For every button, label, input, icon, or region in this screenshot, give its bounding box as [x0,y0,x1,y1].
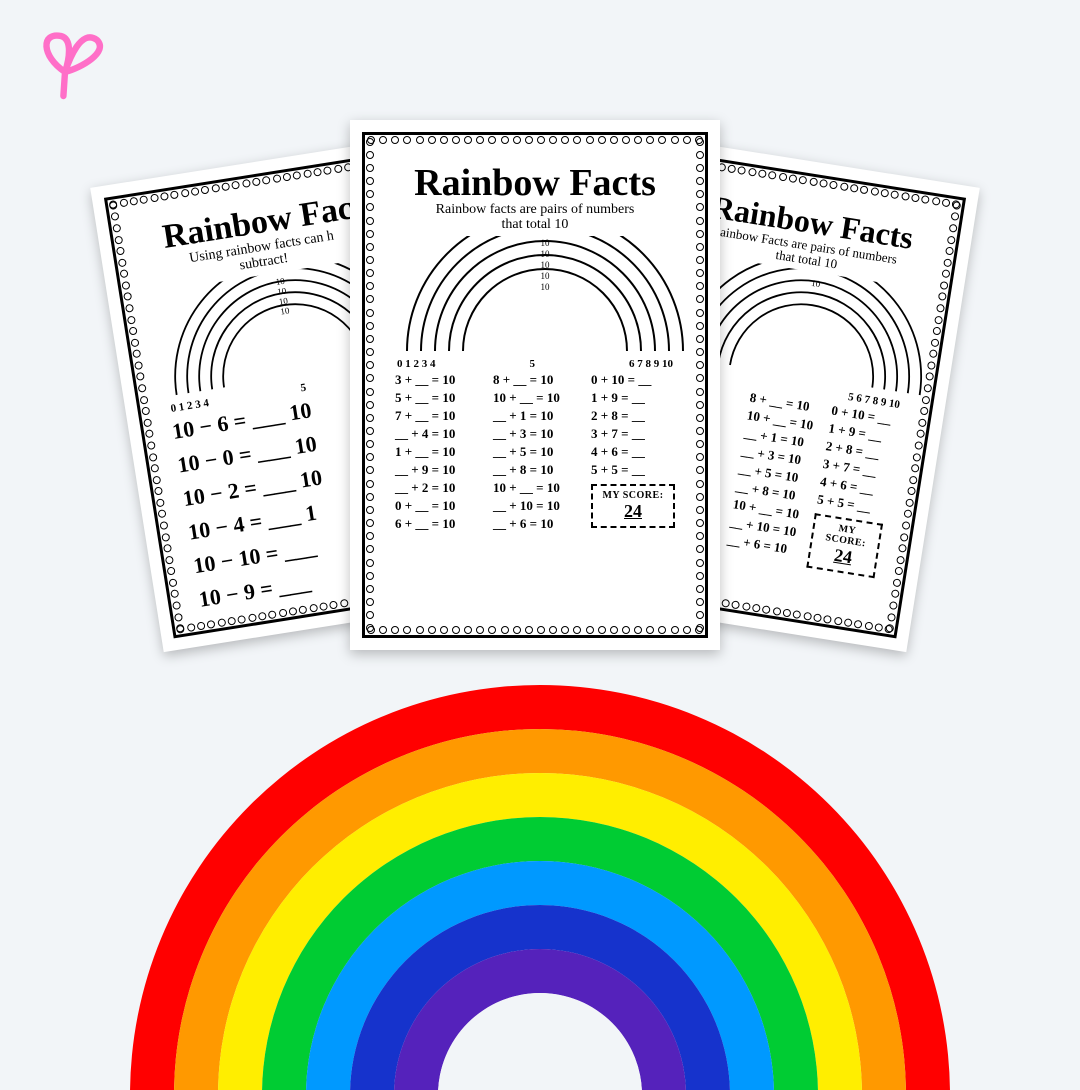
worksheet-stage: Rainbow Fac Using rainbow facts can h su… [0,120,1080,680]
svg-text:10: 10 [280,305,291,316]
border-dots [365,623,705,637]
equation: 4 + 6 = __ [591,444,675,460]
svg-text:10: 10 [541,282,551,292]
rainbow-diagram: 10 10 10 10 10 [395,236,695,356]
svg-text:10: 10 [541,260,551,270]
border-dots [365,133,705,147]
score-box: MY SCORE:24 [591,484,675,528]
equation: 5 + __ = 10 [395,390,479,406]
equation: 10 + __ = 10 [493,480,577,496]
equation: __ + 9 = 10 [395,462,479,478]
rainbow-numbers: 0 1 2 3 456 7 8 9 10 [395,358,675,370]
equation: 10 + __ = 10 [493,390,577,406]
brand-logo [25,20,105,105]
svg-text:10: 10 [541,249,551,259]
equation-column: 8 + __ = 1010 + __ = 10__ + 1 = 10__ + 3… [725,389,819,565]
equation-column: 0 + 10 = __ 1 + 9 = __ 2 + 8 = __ 3 + 7 = _… [591,372,675,532]
equation: 8 + __ = 10 [493,372,577,388]
equation: 6 + __ = 10 [395,516,479,532]
equation: 3 + __ = 10 [395,372,479,388]
equation: 2 + 8 = __ [591,408,675,424]
border-dots [693,135,707,635]
equation: __ + 8 = 10 [493,462,577,478]
worksheet-card-center: Rainbow Facts Rainbow facts are pairs of… [350,120,720,650]
equation: 1 + 9 = __ [591,390,675,406]
border-dots [363,135,377,635]
equation: __ + 1 = 10 [493,408,577,424]
score-label: MY SCORE: [599,490,667,501]
equation-column: 0 + 10 = __1 + 9 = __2 + 8 = __3 + 7 = _… [807,402,901,578]
equation: __ + 4 = 10 [395,426,479,442]
equation-column: 3 + __ = 10 5 + __ = 10 7 + __ = 10 __ + 4 … [395,372,479,532]
equation: 0 + __ = 10 [395,498,479,514]
score-box: MY SCORE:24 [807,513,883,578]
score-value: 24 [599,501,667,522]
equation-column: 8 + __ = 10 10 + __ = 10 __ + 1 = 10 __ + 3… [493,372,577,532]
worksheet-title: Rainbow Facts [395,165,675,201]
equation: __ + 6 = 10 [493,516,577,532]
equation: 0 + 10 = __ [591,372,675,388]
svg-text:10: 10 [541,271,551,281]
equation: __ + 10 = 10 [493,498,577,514]
equation: __ + 2 = 10 [395,480,479,496]
equation: __ + 3 = 10 [493,426,577,442]
worksheet-subtitle: Rainbow facts are pairs of numbers that … [395,203,675,232]
equation: 3 + 7 = __ [591,426,675,442]
equations-columns: 3 + __ = 10 5 + __ = 10 7 + __ = 10 __ + 4 … [395,372,675,532]
equation: 5 + 5 = __ [591,462,675,478]
equation: __ + 5 = 10 [493,444,577,460]
svg-text:10: 10 [811,277,822,288]
equation: 7 + __ = 10 [395,408,479,424]
svg-text:10: 10 [541,238,551,248]
equation: 1 + __ = 10 [395,444,479,460]
rainbow-graphic [130,680,950,1090]
